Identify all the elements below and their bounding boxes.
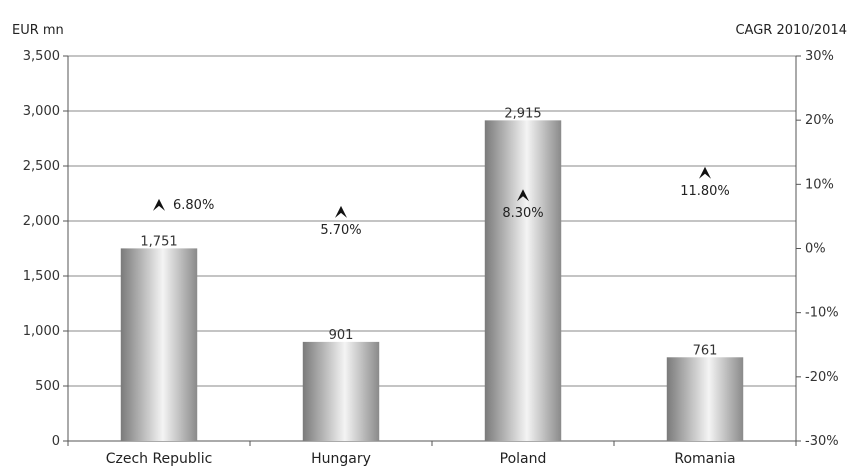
cagr-marker [335,205,347,218]
y-tick-label: 2,500 [23,159,60,174]
bar [484,120,562,441]
bar-value-label: 2,915 [504,106,541,121]
labels: 0 500 1,000 1,500 2,000 2,500 3,000 3,500 -30% -2… [23,49,839,467]
x-category-label: Czech Republic [106,451,213,467]
y2-axis-title: CAGR 2010/2014 [735,23,847,38]
y-axis-title: EUR mn [12,23,64,38]
cagr-label: 11.80% [680,184,730,199]
bar [666,357,744,441]
x-category-label: Hungary [311,451,371,467]
y2-tick-label: -20% [805,370,839,385]
y2-tick-label: -10% [805,306,839,321]
y2-tick-label: -30% [805,434,839,449]
x-category-label: Romania [674,451,735,467]
cagr-label: 5.70% [320,223,361,238]
y-tick-label: 1,500 [23,269,60,284]
bars [120,120,744,441]
bar-value-label: 761 [693,343,718,358]
y2-tick-label: 20% [805,113,834,128]
bar-value-label: 901 [329,328,354,343]
y-tick-label: 2,000 [23,214,60,229]
y2-tick-label: 0% [805,242,826,257]
cagr-label: 8.30% [502,206,543,221]
bar [120,248,198,441]
x-category-label: Poland [500,451,547,467]
bar [302,341,380,441]
y2-tick-label: 30% [805,49,834,64]
y-tick-label: 3,500 [23,49,60,64]
y-tick-label: 0 [52,434,60,449]
y2-tick-label: 10% [805,177,834,192]
cagr-marker [699,166,711,179]
cagr-marker [153,198,165,211]
cagr-label: 6.80% [173,198,214,213]
y-tick-label: 500 [35,379,60,394]
y-tick-label: 3,000 [23,104,60,119]
y-tick-label: 1,000 [23,324,60,339]
cagr-marker [517,189,529,202]
bar-value-label: 1,751 [140,234,177,249]
